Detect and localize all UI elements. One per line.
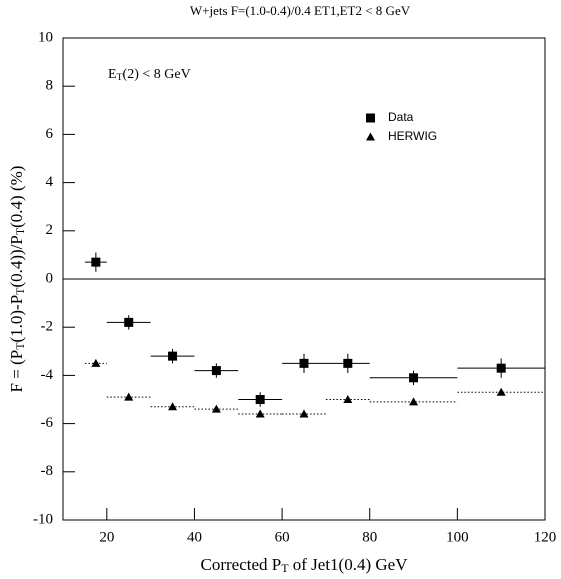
herwig-point	[168, 402, 178, 411]
legend-marker	[366, 132, 375, 141]
chart-title: W+jets F=(1.0-0.4)/0.4 ET1,ET2 < 8 GeV	[190, 3, 411, 18]
data-point	[343, 358, 353, 368]
data-point	[255, 395, 265, 404]
y-tick-label: 4	[46, 174, 54, 190]
data-point	[299, 358, 309, 368]
data-point	[409, 373, 419, 383]
y-tick-label: 8	[46, 78, 54, 94]
x-tick-label: 40	[187, 529, 202, 545]
legend-label: HERWIG	[388, 129, 437, 143]
x-tick-label: 60	[275, 529, 290, 545]
data-point	[168, 351, 178, 361]
x-tick-label: 20	[99, 529, 114, 545]
y-tick-label: -4	[41, 367, 54, 383]
data-point	[124, 317, 134, 327]
y-axis-label: F = (PT(1.0)-PT(0.4))/PT(0.4) (%)	[7, 166, 27, 393]
y-axis-label-part: T	[13, 342, 27, 350]
data-point	[211, 366, 221, 376]
y-axis-label-part: (1.0)-P	[7, 295, 26, 343]
y-tick-label: 0	[46, 270, 54, 286]
annotation-part: T	[117, 72, 123, 83]
y-tick-label: -2	[41, 319, 54, 335]
x-axis-label-part: T	[281, 561, 289, 575]
herwig-point	[255, 409, 265, 418]
y-tick-label: -8	[41, 463, 54, 479]
y-axis-label-part: (0.4) (%)	[7, 166, 26, 228]
legend-label: Data	[388, 110, 414, 124]
y-axis-label-part: T	[13, 287, 27, 295]
annotation: ET(2) < 8 GeV	[108, 67, 191, 83]
herwig-point	[343, 395, 353, 403]
herwig-point	[496, 387, 506, 396]
x-axis-label: Corrected PT of Jet1(0.4) GeV	[201, 555, 409, 575]
herwig-point	[124, 392, 134, 401]
y-axis-label-part: T	[13, 227, 27, 235]
herwig-point	[91, 358, 101, 367]
herwig-point	[299, 409, 309, 418]
y-tick-label: 2	[46, 222, 54, 238]
x-tick-label: 100	[446, 529, 469, 545]
y-tick-label: 6	[46, 126, 54, 142]
annotation-part: (2) < 8 GeV	[123, 67, 191, 82]
x-axis-label-part: of Jet1(0.4) GeV	[289, 555, 409, 574]
y-tick-label: 10	[38, 29, 53, 45]
data-point	[496, 363, 506, 373]
herwig-point	[409, 397, 419, 406]
y-tick-label: -10	[33, 511, 53, 527]
legend-marker	[366, 113, 375, 123]
y-axis-label-part: F = (P	[7, 350, 26, 393]
x-axis-label-part: Corrected P	[201, 555, 282, 574]
y-axis-label-part: (0.4))/P	[7, 235, 26, 287]
y-tick-label: -6	[41, 415, 54, 431]
herwig-point	[211, 404, 221, 413]
x-tick-label: 80	[362, 529, 377, 545]
annotation-part: E	[108, 67, 117, 82]
data-point	[91, 257, 101, 267]
x-tick-label: 120	[534, 529, 557, 545]
